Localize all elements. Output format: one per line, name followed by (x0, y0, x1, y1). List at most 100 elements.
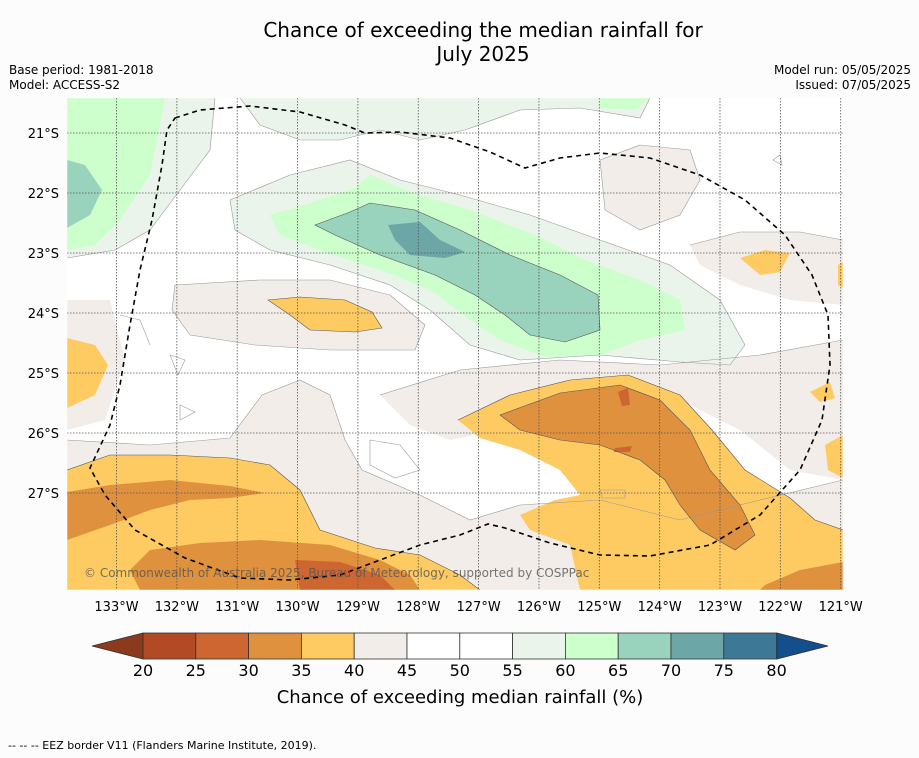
map-gridlines (67, 98, 843, 590)
colorbar-box (300, 632, 355, 660)
latitude-label: 23°S (28, 247, 59, 262)
colorbar-tick-label: 35 (291, 661, 311, 680)
latitude-label: 21°S (28, 127, 59, 142)
colorbar-box (459, 632, 513, 660)
colorbar-box (195, 632, 250, 660)
region-25-30-patch-1 (618, 388, 630, 406)
contour-edge (67, 454, 481, 590)
colorbar-tick-label: 60 (555, 661, 575, 680)
longitude-label: 128°W (396, 600, 440, 615)
longitude-label: 121°W (819, 600, 863, 615)
colorbar-tick-label: 40 (344, 661, 364, 680)
contour-line (169, 354, 186, 376)
contour-line (689, 231, 843, 246)
region-40-45-central-south (380, 340, 843, 480)
region-65-70-central (315, 203, 600, 342)
longitude-label: 125°W (577, 600, 621, 615)
region-25-30-south (295, 560, 395, 590)
region-30-35-se-corner (760, 562, 843, 590)
contour-line (379, 339, 843, 396)
model-run: Model run: 05/05/2025 (773, 63, 911, 77)
colorbar-box (142, 632, 197, 660)
region-55-60-north (240, 98, 650, 140)
latitude-label: 22°S (28, 187, 59, 202)
base-period: Base period: 1981-2018 (9, 63, 154, 77)
longitude-label: 122°W (758, 600, 802, 615)
colorbar-tick-labels: 20 25 30 35 40 45 50 55 60 65 70 75 80 (133, 661, 787, 680)
region-30-35-southeast (500, 385, 755, 550)
latitude-label: 27°S (28, 487, 59, 502)
region-35-40-mid (268, 297, 382, 332)
latitude-label: 26°S (28, 427, 59, 442)
longitude-label: 129°W (336, 600, 380, 615)
colorbar-tick-label: 25 (186, 661, 206, 680)
colorbar-box (723, 632, 777, 660)
region-35-40-east-edge (825, 435, 843, 478)
map-title: Chance of exceeding the median rainfall … (0, 18, 919, 66)
colorbar-box (670, 632, 725, 660)
contour-line (171, 279, 426, 351)
longitude-labels: 133°W 132°W 131°W 130°W 129°W 128°W 127°W 126°W… (94, 600, 863, 615)
colorbar-box (565, 632, 619, 660)
colorbar-box (406, 632, 461, 660)
longitude-label: 132°W (155, 600, 199, 615)
region-65-70-west (67, 160, 102, 228)
colorbar-tick-label: 20 (133, 661, 153, 680)
longitude-label: 130°W (275, 600, 319, 615)
colorbar-box (248, 632, 302, 660)
contour-edges (67, 202, 843, 590)
meta-left: Base period: 1981-2018 Model: ACCESS-S2 (9, 63, 154, 93)
eez-footnote: -- -- -- EEZ border V11 (Flanders Marine… (8, 739, 317, 752)
region-35-40-east-patch (740, 250, 790, 275)
title-line-1: Chance of exceeding the median rainfall … (263, 18, 703, 42)
latitude-label: 25°S (28, 367, 59, 382)
colorbar-boxes (142, 632, 777, 660)
colorbar-tick-label: 55 (502, 661, 522, 680)
contour-edge (314, 202, 601, 343)
colorbar: 20 25 30 35 40 45 50 55 60 65 70 75 80 Chance of exc… (91, 632, 829, 708)
contour-edge (267, 296, 383, 333)
region-25-30-patch-2 (614, 446, 632, 452)
longitude-label: 124°W (638, 600, 682, 615)
colorbar-tick-label: 45 (397, 661, 417, 680)
title-line-2: July 2025 (436, 42, 530, 66)
contour-line (369, 439, 421, 479)
region-70-75-central (388, 222, 465, 258)
colorbar-tick-label: 70 (661, 661, 681, 680)
colorbar-under-arrow (91, 632, 144, 660)
contour-line (179, 404, 196, 421)
contour-lines (67, 98, 843, 521)
longitude-label: 131°W (215, 600, 259, 615)
latitude-labels: 21°S 22°S 23°S 24°S 25°S 26°S 27°S (28, 127, 59, 502)
colorbar-over-arrow (776, 632, 829, 660)
map-plot-area (67, 98, 843, 590)
copyright-text: © Commonwealth of Australia 2025, Bureau… (84, 566, 589, 580)
region-35-40-west-edge (67, 338, 108, 408)
contour-line (67, 379, 843, 521)
model-name: Model: ACCESS-S2 (9, 78, 121, 92)
longitude-label: 133°W (94, 600, 138, 615)
colorbar-tick-label: 75 (714, 661, 734, 680)
colorbar-tick-label: 30 (238, 661, 258, 680)
latitude-label: 24°S (28, 307, 59, 322)
contour-line (229, 159, 746, 366)
region-60-65-north-patch (600, 98, 650, 110)
contour-line (599, 144, 701, 231)
longitude-label: 127°W (457, 600, 501, 615)
colorbar-label: Chance of exceeding median rainfall (%) (277, 687, 644, 708)
longitude-label: 123°W (698, 600, 742, 615)
colorbar-box (617, 632, 672, 660)
issued-date: Issued: 07/05/2025 (795, 78, 911, 92)
contour-line (599, 489, 626, 499)
contour-line (67, 98, 216, 259)
contour-line (772, 154, 783, 166)
map-frame (66, 97, 844, 591)
colorbar-box (353, 632, 408, 660)
contour-edge (499, 384, 756, 551)
meta-right: Model run: 05/05/2025 Issued: 07/05/2025 (774, 63, 911, 93)
region-60-65-west (67, 98, 165, 250)
colorbar-tick-label: 65 (608, 661, 628, 680)
colorbar-tick-label: 80 (766, 661, 786, 680)
longitude-label: 126°W (517, 600, 561, 615)
